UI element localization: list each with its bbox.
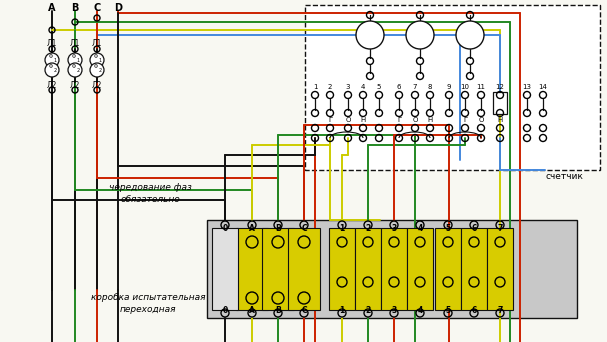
Text: 14: 14 [538, 84, 548, 90]
Text: A: A [48, 3, 56, 13]
Bar [355, 228, 381, 310]
Text: C: C [301, 306, 307, 315]
Text: коробка испытательная: коробка испытательная [91, 293, 205, 303]
Text: B: B [275, 306, 281, 315]
Text: 2: 2 [365, 224, 371, 233]
Circle shape [45, 53, 59, 67]
Text: Л2: Л2 [70, 80, 80, 90]
Text: Н: Н [361, 117, 365, 123]
Text: A: A [249, 224, 255, 233]
Text: О: О [345, 117, 351, 123]
Text: B: B [71, 3, 79, 13]
Text: 2: 2 [76, 68, 80, 74]
Text: 3: 3 [392, 224, 396, 233]
Text: 10: 10 [461, 84, 469, 90]
Text: Л2: Л2 [47, 80, 57, 90]
Circle shape [90, 63, 104, 77]
Text: Л2: Л2 [92, 80, 102, 90]
Bar [212, 228, 238, 310]
Text: 6: 6 [472, 224, 476, 233]
Text: 2: 2 [365, 306, 371, 315]
Text: 6: 6 [397, 84, 401, 90]
Bar [381, 228, 407, 310]
Circle shape [90, 53, 104, 67]
Text: 7: 7 [497, 306, 503, 315]
Bar [207, 220, 577, 318]
Text: 2: 2 [53, 68, 56, 74]
Bar [305, 5, 600, 170]
Text: 13: 13 [523, 84, 532, 90]
Text: счетчик: счетчик [545, 172, 583, 181]
Text: обязательно: обязательно [120, 196, 180, 205]
Text: Н: Н [497, 117, 503, 123]
Text: 5: 5 [446, 306, 450, 315]
Bar [262, 228, 294, 310]
Text: 3: 3 [392, 306, 396, 315]
Text: 5: 5 [446, 224, 450, 233]
Text: Л1: Л1 [70, 39, 80, 49]
Text: Ф: Ф [94, 65, 98, 69]
Text: B: B [275, 224, 281, 233]
Text: 1: 1 [76, 58, 80, 64]
Text: 5: 5 [377, 84, 381, 90]
Text: C: C [301, 224, 307, 233]
Text: Н: Н [427, 117, 433, 123]
Text: 6: 6 [472, 306, 476, 315]
Text: 0: 0 [222, 306, 228, 315]
Circle shape [356, 21, 384, 49]
Text: О: О [478, 117, 484, 123]
Text: 1: 1 [339, 306, 345, 315]
Text: 1: 1 [313, 84, 317, 90]
Text: 3: 3 [346, 84, 350, 90]
Text: Ф: Ф [94, 54, 98, 60]
Text: 4: 4 [418, 306, 422, 315]
Text: 4: 4 [418, 224, 422, 233]
Text: Л1: Л1 [47, 39, 57, 49]
Text: 1: 1 [53, 58, 56, 64]
Bar [493, 92, 507, 114]
Text: 12: 12 [495, 84, 504, 90]
Text: D: D [114, 3, 122, 13]
Text: 7: 7 [497, 224, 503, 233]
Text: 4: 4 [361, 84, 365, 90]
Text: A: A [249, 306, 255, 315]
Circle shape [45, 63, 59, 77]
Text: Л1: Л1 [92, 39, 102, 49]
Bar [236, 228, 268, 310]
Text: 8: 8 [428, 84, 432, 90]
Text: 9: 9 [447, 84, 451, 90]
Circle shape [68, 53, 82, 67]
Text: 11: 11 [476, 84, 486, 90]
Text: Г: Г [328, 117, 332, 123]
Text: 0: 0 [222, 224, 228, 233]
Circle shape [456, 21, 484, 49]
Bar [435, 228, 461, 310]
Text: Ф: Ф [49, 54, 53, 60]
Text: Ф: Ф [72, 54, 76, 60]
Text: Г: Г [463, 117, 467, 123]
Text: 2: 2 [98, 68, 101, 74]
Bar [329, 228, 355, 310]
Text: чередование фаз: чередование фаз [109, 184, 191, 193]
Bar [407, 228, 433, 310]
Bar [461, 228, 487, 310]
Text: Ф: Ф [49, 65, 53, 69]
Text: 2: 2 [328, 84, 332, 90]
Bar [288, 228, 320, 310]
Bar [487, 228, 513, 310]
Circle shape [406, 21, 434, 49]
Circle shape [68, 63, 82, 77]
Text: 1: 1 [98, 58, 101, 64]
Text: О: О [412, 117, 418, 123]
Text: 1: 1 [339, 224, 345, 233]
Text: Ф: Ф [72, 65, 76, 69]
Text: переходная: переходная [120, 305, 176, 315]
Text: Г: Г [397, 117, 401, 123]
Text: 7: 7 [413, 84, 417, 90]
Text: C: C [93, 3, 101, 13]
